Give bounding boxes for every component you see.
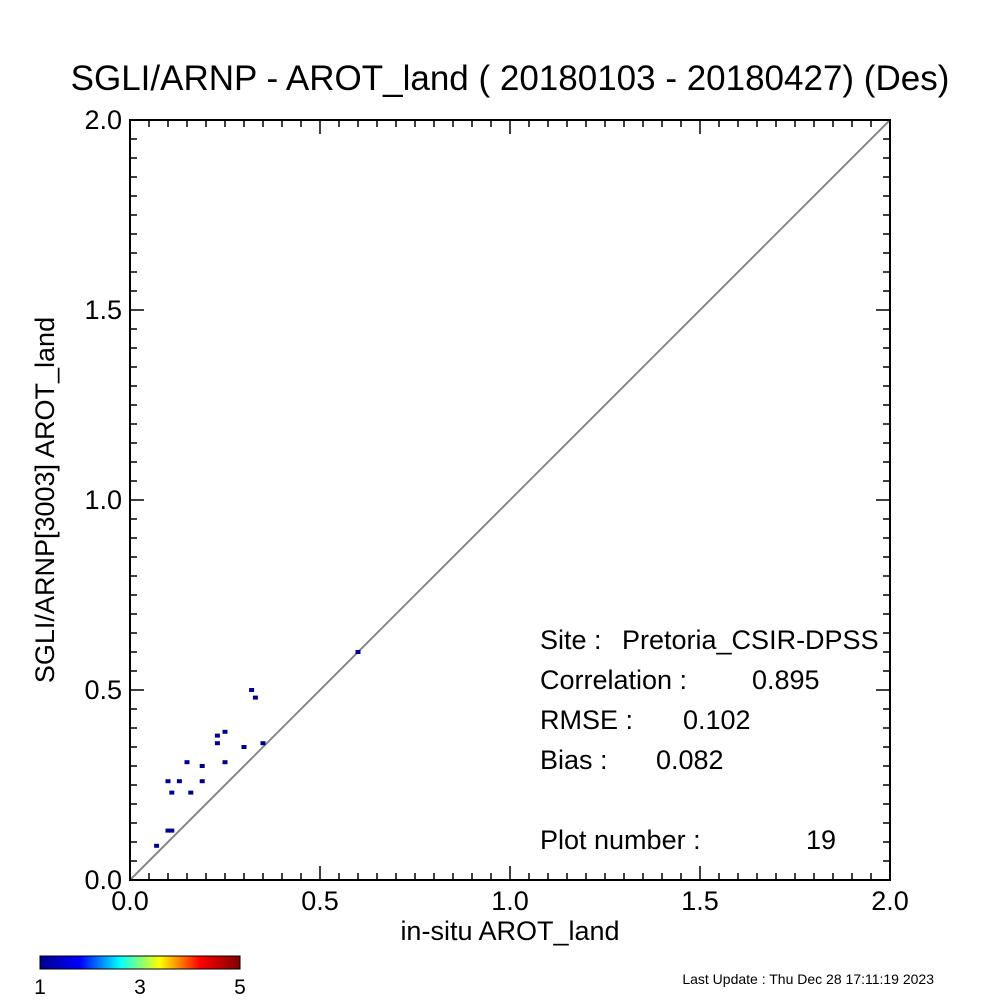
y-tick-label: 0.0 <box>84 865 122 895</box>
plot-number-label: Plot number : <box>540 825 701 855</box>
data-point <box>199 764 205 768</box>
data-point <box>355 650 361 654</box>
data-points <box>154 650 361 848</box>
x-tick-label: 0.5 <box>301 886 339 916</box>
y-tick-label: 1.0 <box>84 485 122 515</box>
correlation-label: Correlation : <box>540 665 687 695</box>
data-point <box>222 729 228 734</box>
colorbar-mid-label: 3 <box>134 976 146 999</box>
data-point <box>214 741 220 746</box>
colorbar-max-label: 5 <box>234 976 246 999</box>
data-point <box>169 828 175 833</box>
data-point <box>214 733 220 738</box>
chart-title: SGLI/ARNP - AROT_land ( 20180103 - 20180… <box>71 59 950 98</box>
plot-number-value: 19 <box>806 825 836 855</box>
y-tick-label: 2.0 <box>84 105 122 135</box>
y-tick-labels: 0.0 0.5 1.0 1.5 2.0 <box>84 105 122 895</box>
bias-value: 0.082 <box>656 745 724 775</box>
colorbar-gradient <box>39 955 241 970</box>
stats-box: Site : Pretoria_CSIR-DPSS Correlation : … <box>540 625 879 855</box>
data-point <box>188 790 194 795</box>
y-axis-label: SGLI/ARNP[3003] AROT_land <box>30 317 60 683</box>
data-point <box>241 745 247 749</box>
data-point <box>176 779 182 784</box>
rmse-label: RMSE : <box>540 705 633 735</box>
plot-area: 0.0 0.5 1.0 1.5 2.0 0.0 0.5 1.0 1.5 2.0 <box>84 105 908 916</box>
x-tick-label: 1.5 <box>681 886 719 916</box>
site-label: Site : <box>540 625 602 655</box>
axis-ticks <box>129 119 891 881</box>
x-tick-label: 1.0 <box>491 886 529 916</box>
x-tick-labels: 0.0 0.5 1.0 1.5 2.0 <box>111 886 909 916</box>
x-tick-label: 2.0 <box>871 886 909 916</box>
correlation-value: 0.895 <box>752 665 820 695</box>
rmse-value: 0.102 <box>683 705 751 735</box>
x-tick-label: 0.0 <box>111 886 149 916</box>
data-point <box>249 688 255 692</box>
data-point <box>154 843 160 848</box>
colorbar-min-label: 1 <box>34 976 46 999</box>
y-tick-label: 0.5 <box>84 675 122 705</box>
data-point <box>260 741 266 746</box>
colorbar: 1 3 5 <box>34 955 246 999</box>
data-point <box>184 760 190 765</box>
data-point <box>252 695 258 700</box>
data-point <box>222 760 228 765</box>
y-tick-label: 1.5 <box>84 295 122 325</box>
bias-label: Bias : <box>540 745 608 775</box>
data-point <box>199 779 205 784</box>
last-update-text: Last Update : Thu Dec 28 17:11:19 2023 <box>682 971 934 987</box>
site-value: Pretoria_CSIR-DPSS <box>622 625 879 655</box>
data-point <box>165 828 171 833</box>
one-to-one-line <box>129 119 891 881</box>
x-axis-label: in-situ AROT_land <box>400 916 619 946</box>
data-point <box>165 779 171 784</box>
data-point <box>169 790 175 795</box>
